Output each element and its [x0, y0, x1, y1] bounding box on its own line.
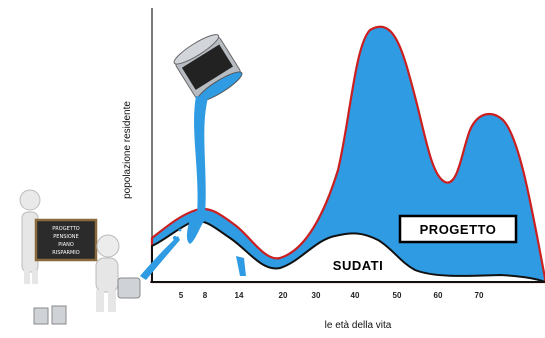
x-axis-label: le età della vita	[325, 320, 392, 331]
paint-can-icon	[173, 34, 243, 215]
chalkboard-line: PROGETTO	[52, 226, 79, 232]
chalkboard-line: PIANO	[58, 242, 74, 248]
x-tick-label: 14	[235, 291, 244, 300]
x-tick-label: 8	[203, 291, 208, 300]
sudati-label: SUDATI	[333, 258, 383, 273]
figure-with-chalkboard: PROGETTO PENSIONE PIANO RISPARMIO	[19, 189, 98, 284]
x-tick-label: 30	[312, 291, 321, 300]
paint-splash	[140, 214, 246, 280]
progetto-badge: PROGETTO	[398, 214, 518, 244]
y-axis-label: popolazione residente	[122, 101, 133, 199]
x-tick-label: 20	[279, 291, 288, 300]
progetto-label: PROGETTO	[420, 222, 497, 237]
x-tick-label: 50	[393, 291, 402, 300]
x-tick-labels: 5 8 14 20 30 40 50 60 70	[179, 291, 484, 300]
x-tick-label: 60	[434, 291, 443, 300]
x-tick-label: 5	[179, 291, 184, 300]
chalkboard-line: RISPARMIO	[52, 250, 80, 256]
chalkboard-line: PENSIONE	[53, 234, 78, 240]
figure-with-bucket	[33, 234, 141, 325]
x-tick-label: 40	[351, 291, 360, 300]
x-tick-label: 70	[475, 291, 484, 300]
